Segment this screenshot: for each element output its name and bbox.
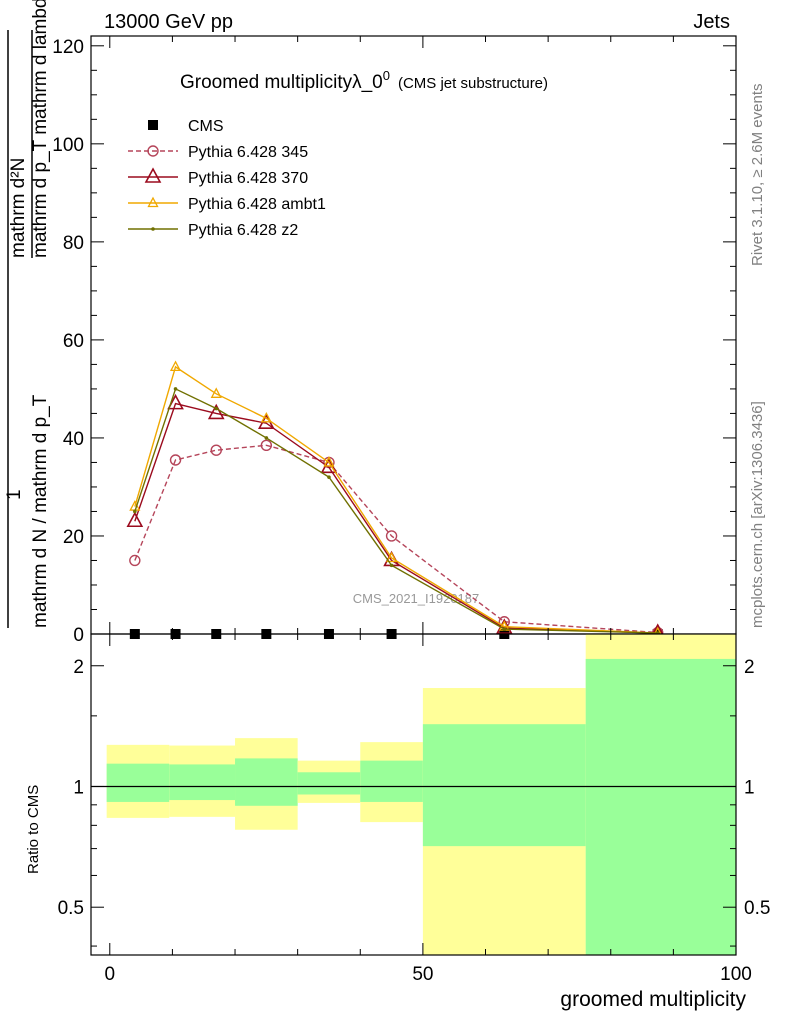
main-y-tick-label: 0 bbox=[73, 625, 84, 646]
data-point-pythia-6-428-ambt1 bbox=[169, 360, 182, 372]
data-point-pythia-6-428-345 bbox=[129, 554, 141, 567]
source-label: mcplots.cern.ch [arXiv:1306.3436] bbox=[749, 401, 766, 628]
ratio-band-green-1 bbox=[169, 764, 236, 801]
y-label-prefix-numerator: 1 bbox=[4, 489, 25, 500]
chart-title: Groomed multiplicityλ_00 (CMS jet substru… bbox=[180, 68, 548, 93]
legend-entry-pythia-6-428-ambt1: Pythia 6.428 ambt1 bbox=[128, 196, 326, 213]
data-point-pythia-6-428-ambt1 bbox=[323, 456, 335, 467]
ratio-y-label: Ratio to CMS bbox=[25, 785, 42, 874]
legend-marker bbox=[147, 145, 159, 157]
ratio-plot: 0 50 100 0.5 0.5 1 1 2 2 Ratio to CMS bbox=[25, 633, 770, 985]
data-point-pythia-6-428-ambt1 bbox=[260, 411, 272, 423]
ratio-axes: 0 50 100 0.5 0.5 1 1 2 2 bbox=[58, 633, 770, 985]
data-point-pythia-6-428-345 bbox=[210, 444, 222, 456]
main-y-tick-label: 120 bbox=[52, 37, 84, 58]
data-point-pythia-6-428-370 bbox=[126, 511, 144, 528]
ratio-y-tick-label: 1 bbox=[73, 777, 84, 798]
data-point-pythia-6-428-ambt1 bbox=[210, 387, 222, 398]
series-line-pythia-6-428-345 bbox=[134, 444, 658, 634]
legend-label: Pythia 6.428 345 bbox=[188, 144, 308, 161]
chart-title-superscript: 0 bbox=[383, 68, 390, 83]
ratio-band-green-4 bbox=[360, 760, 423, 802]
main-plot: Groomed multiplicityλ_00 (CMS jet substru… bbox=[52, 35, 737, 646]
header-left: 13000 GeV pp bbox=[104, 11, 233, 33]
legend-entry-pythia-6-428-z2: Pythia 6.428 z2 bbox=[128, 222, 298, 239]
series-line-pythia-6-428-z2 bbox=[134, 387, 658, 634]
legend-marker bbox=[151, 227, 155, 231]
series-line-pythia-6-428-370 bbox=[134, 402, 658, 634]
legend-entry-cms: CMS bbox=[148, 118, 224, 135]
legend-label: Pythia 6.428 z2 bbox=[188, 222, 298, 239]
y-label-denominator: mathrm d p_T mathrm d lambda bbox=[30, 0, 51, 258]
chart-subtitle: (CMS jet substructure) bbox=[398, 75, 548, 92]
main-y-tick-label: 60 bbox=[63, 331, 84, 352]
series-pythia-6-428-ambt1 bbox=[129, 360, 664, 638]
data-point-pythia-6-428-z2 bbox=[264, 436, 269, 440]
data-point-pythia-6-428-z2 bbox=[133, 509, 137, 514]
legend-marker bbox=[148, 120, 158, 130]
x-tick-label: 50 bbox=[412, 964, 433, 985]
data-point-pythia-6-428-370 bbox=[207, 403, 225, 420]
ratio-band-green-3 bbox=[297, 772, 361, 795]
data-point-pythia-6-428-z2 bbox=[214, 406, 219, 411]
ratio-band-green-2 bbox=[235, 758, 298, 806]
ratio-y-tick-label-right: 0.5 bbox=[744, 898, 770, 919]
legend-label: CMS bbox=[188, 118, 224, 135]
legend-label: Pythia 6.428 ambt1 bbox=[188, 196, 326, 213]
legend-marker bbox=[147, 196, 159, 208]
main-y-tick-label: 40 bbox=[63, 429, 84, 450]
data-point-pythia-6-428-z2 bbox=[389, 563, 394, 568]
ratio-band-green-0 bbox=[106, 763, 170, 802]
ratio-y-tick-label-right: 1 bbox=[744, 777, 755, 798]
series-pythia-6-428-z2 bbox=[133, 387, 660, 635]
legend-entry-pythia-6-428-370: Pythia 6.428 370 bbox=[128, 167, 308, 187]
ratio-y-tick-label: 0.5 bbox=[58, 898, 84, 919]
x-tick-label: 100 bbox=[720, 964, 752, 985]
main-y-tick-label: 80 bbox=[63, 233, 84, 254]
series-pythia-6-428-345 bbox=[129, 439, 664, 639]
main-y-tick-label: 20 bbox=[63, 527, 84, 548]
data-point-pythia-6-428-z2 bbox=[173, 387, 178, 391]
legend: CMS Pythia 6.428 345 Pythia 6.428 370 Pythi… bbox=[128, 118, 326, 239]
x-axis-label: groomed multiplicity bbox=[560, 988, 746, 1011]
data-point-pythia-6-428-z2 bbox=[502, 627, 507, 631]
legend-label: Pythia 6.428 370 bbox=[188, 170, 308, 187]
ratio-band-green-5 bbox=[422, 724, 586, 847]
data-point-pythia-6-428-ambt1 bbox=[386, 551, 398, 563]
y-label-prefix-denominator: mathrm d N / mathrm d p_T bbox=[30, 394, 51, 628]
ratio-bands-layer bbox=[91, 634, 736, 955]
legend-entry-pythia-6-428-345: Pythia 6.428 345 bbox=[128, 144, 308, 161]
main-y-tick-label: 100 bbox=[52, 135, 84, 156]
series-line-pythia-6-428-ambt1 bbox=[134, 365, 658, 634]
ratio-band-green-6 bbox=[585, 658, 736, 955]
header-right: Jets bbox=[693, 11, 730, 33]
ratio-y-tick-label-right: 2 bbox=[744, 657, 755, 678]
main-y-label: mathrm d²N mathrm d p_T mathrm d lambda … bbox=[4, 0, 51, 628]
x-tick-label: 0 bbox=[104, 964, 115, 985]
data-point-pythia-6-428-345 bbox=[169, 454, 182, 466]
data-point-pythia-6-428-z2 bbox=[327, 475, 331, 479]
data-point-pythia-6-428-370 bbox=[167, 393, 184, 410]
y-label-numerator: mathrm d²N bbox=[8, 158, 29, 258]
data-point-pythia-6-428-345 bbox=[385, 530, 398, 542]
rivet-label: Rivet 3.1.10, ≥ 2.6M events bbox=[749, 84, 766, 267]
ratio-y-tick-label: 2 bbox=[73, 657, 84, 678]
data-point-pythia-6-428-345 bbox=[260, 439, 273, 451]
ratio-plot-frame bbox=[90, 633, 737, 956]
legend-marker bbox=[144, 167, 162, 183]
